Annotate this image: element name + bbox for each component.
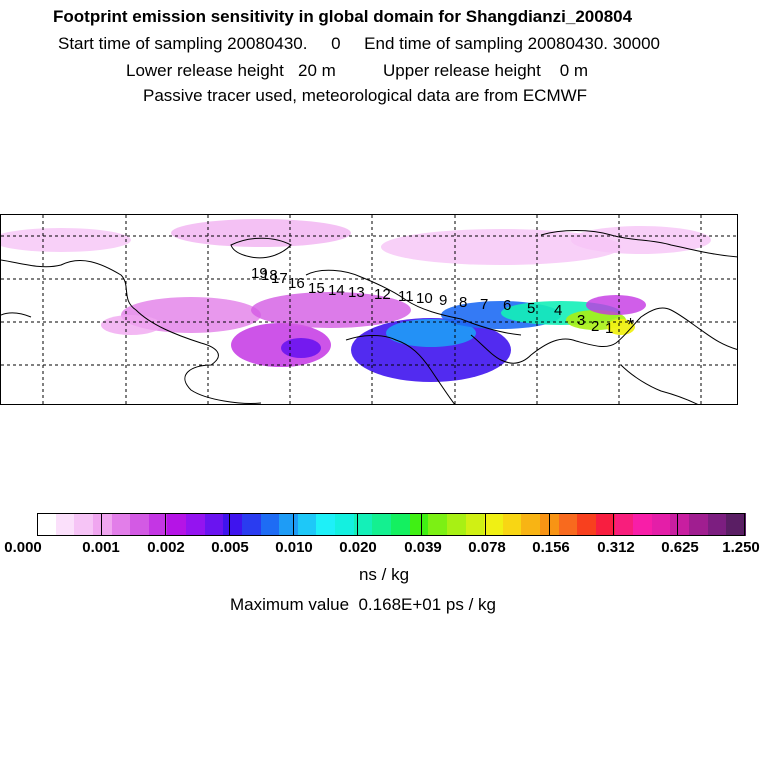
colorbar-segment	[130, 513, 150, 536]
colorbar-tick-label: 1.250	[722, 539, 760, 556]
day-label: 1	[605, 320, 613, 337]
colorbar-segment	[111, 513, 131, 536]
colorbar	[37, 513, 746, 536]
colorbar-segment	[651, 513, 672, 536]
colorbar-segment	[707, 513, 727, 536]
colorbar-segment	[223, 513, 243, 536]
colorbar-segment	[484, 513, 504, 536]
day-label: 10	[416, 290, 433, 307]
day-label: 11	[398, 288, 414, 305]
day-label: 13	[348, 284, 365, 301]
colorbar-tick	[485, 513, 486, 536]
colorbar-tick	[677, 513, 678, 536]
colorbar-tick-label: 0.312	[597, 539, 635, 556]
colorbar-tick-label: 0.002	[147, 539, 185, 556]
day-label: 4	[554, 302, 562, 319]
day-label: 12	[374, 286, 391, 303]
map-canvas: * 1 2 3 4 5 6 7 8 9 10 11 12 13 14 15 16…	[1, 215, 737, 404]
colorbar-tick	[421, 513, 422, 536]
colorbar-segment	[37, 513, 57, 536]
colorbar-tick	[357, 513, 358, 536]
release-site-marker: *	[627, 315, 634, 335]
colorbar-tick-label: 0.010	[275, 539, 313, 556]
colorbar-tick-label: 0.001	[82, 539, 120, 556]
coastlines	[1, 230, 737, 404]
colorbar-tick	[229, 513, 230, 536]
colorbar-segment	[465, 513, 485, 536]
colorbar-segment	[353, 513, 373, 536]
colorbar-segment	[297, 513, 318, 536]
colorbar-segment	[335, 513, 355, 536]
colorbar-segment	[316, 513, 336, 536]
colorbar-segment	[167, 513, 187, 536]
colorbar-segment	[148, 513, 168, 536]
day-label: 18	[261, 267, 278, 284]
colorbar-tick-label: 0.039	[404, 539, 442, 556]
release-height-line: Lower release height 20 m Upper release …	[126, 61, 589, 80]
sampling-time-line: Start time of sampling 20080430. 0 End t…	[58, 34, 660, 53]
colorbar-segment	[260, 513, 280, 536]
day-label: 19	[251, 265, 268, 282]
colorbar-segment	[74, 513, 94, 536]
day-label: 17	[271, 270, 288, 287]
colorbar-segment	[633, 513, 653, 536]
day-label: 16	[288, 275, 305, 292]
day-label: 15	[308, 280, 325, 297]
colorbar-tick	[293, 513, 294, 536]
colorbar-segment	[558, 513, 578, 536]
colorbar-segment	[726, 513, 746, 536]
colorbar-tick-label: 0.005	[211, 539, 249, 556]
colorbar-segment	[614, 513, 634, 536]
colorbar-segment	[204, 513, 224, 536]
colorbar-segment	[577, 513, 597, 536]
colorbar-segment	[92, 513, 113, 536]
colorbar-segment	[391, 513, 411, 536]
colorbar-segment	[409, 513, 429, 536]
colorbar-segment	[372, 513, 392, 536]
colorbar-segment	[446, 513, 467, 536]
day-label: 7	[480, 296, 488, 313]
colorbar-tick-label: 0.625	[661, 539, 699, 556]
colorbar-tick	[613, 513, 614, 536]
colorbar-tick	[165, 513, 166, 536]
plot-title: Footprint emission sensitivity in global…	[53, 7, 633, 26]
trajectory-labels: 1 2 3 4 5 6 7 8 9 10 11 12 13 14 15 16 1…	[251, 265, 613, 337]
colorbar-segment	[55, 513, 75, 536]
maximum-value-text: Maximum value 0.168E+01 ps / kg	[230, 595, 496, 614]
day-label: 14	[328, 282, 345, 299]
colorbar-segment	[502, 513, 522, 536]
colorbar-segment	[595, 513, 616, 536]
colorbar-segment	[689, 513, 709, 536]
day-label: 9	[439, 292, 447, 309]
day-label: 2	[591, 318, 599, 335]
colorbar-segment	[186, 513, 206, 536]
day-label: 8	[459, 294, 467, 311]
day-label: 6	[503, 297, 511, 314]
colorbar-tick-label: 0.156	[532, 539, 570, 556]
day-label: 5	[527, 300, 535, 317]
colorbar-segment	[241, 513, 262, 536]
colorbar-segment	[428, 513, 448, 536]
colorbar-segment	[521, 513, 541, 536]
colorbar-units: ns / kg	[358, 565, 410, 584]
colorbar-tick	[101, 513, 102, 536]
colorbar-tick-label: 0.078	[468, 539, 506, 556]
lat-lon-grid	[1, 215, 737, 404]
footprint-map: * 1 2 3 4 5 6 7 8 9 10 11 12 13 14 15 16…	[0, 214, 738, 405]
day-label: 3	[577, 312, 585, 329]
colorbar-tick	[549, 513, 550, 536]
colorbar-tick-label: 0.000	[4, 539, 42, 556]
tracer-info-line: Passive tracer used, meteorological data…	[143, 86, 588, 105]
colorbar-segment	[279, 513, 299, 536]
colorbar-tick-label: 0.020	[339, 539, 377, 556]
colorbar-segment	[670, 513, 690, 536]
